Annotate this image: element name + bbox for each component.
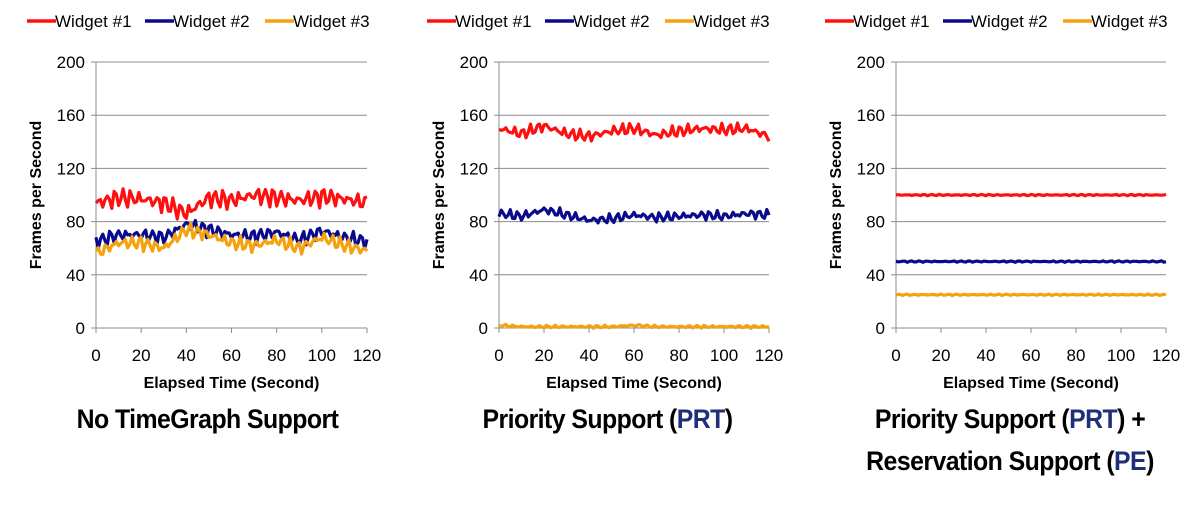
y-tick-label: 120 <box>57 159 85 178</box>
legend-label-widget-2: Widget #2 <box>573 12 650 31</box>
legend-label-widget-2: Widget #2 <box>173 12 250 31</box>
y-tick-label: 40 <box>469 266 488 285</box>
y-tick-label: 0 <box>876 319 885 338</box>
series-line-widget-2 <box>497 206 771 225</box>
y-axis-label: Frames per Second <box>828 121 845 270</box>
legend-label-widget-3: Widget #3 <box>1091 12 1168 31</box>
series-line-widget-1 <box>94 187 368 221</box>
x-tick-label: 20 <box>535 346 554 365</box>
y-axis-label: Frames per Second <box>431 121 448 270</box>
x-tick-label: 40 <box>580 346 599 365</box>
legend-label-widget-3: Widget #3 <box>693 12 770 31</box>
y-tick-label: 200 <box>857 53 885 72</box>
x-tick-label: 20 <box>132 346 151 365</box>
x-axis-label: Elapsed Time (Second) <box>943 375 1119 392</box>
x-axis-label: Elapsed Time (Second) <box>144 375 320 392</box>
x-axis-label: Elapsed Time (Second) <box>546 375 722 392</box>
y-tick-label: 0 <box>76 319 85 338</box>
series-line-widget-1 <box>498 121 771 143</box>
caption-prt-label: PRT <box>676 404 726 434</box>
y-tick-label: 200 <box>460 53 488 72</box>
x-tick-label: 20 <box>932 346 951 365</box>
y-axis-label: Frames per Second <box>28 121 45 270</box>
y-tick-label: 160 <box>857 106 885 125</box>
y-tick-label: 40 <box>866 266 885 285</box>
caption-priority-support: Priority Support (PRT) <box>482 404 733 434</box>
y-tick-label: 160 <box>460 106 488 125</box>
x-tick-label: 0 <box>91 346 100 365</box>
series-line-widget-3 <box>895 292 1167 298</box>
legend-label-widget-2: Widget #2 <box>971 12 1048 31</box>
legend-label-widget-1: Widget #1 <box>455 12 532 31</box>
series-line-widget-3 <box>94 221 369 256</box>
chart-panel-2: 0 40 80 120 160 200 0 20 40 60 80 100 120 Elapsed Tim… <box>427 12 783 392</box>
caption-pe-label: PE <box>1114 446 1147 476</box>
x-tick-label: 80 <box>670 346 689 365</box>
legend-label-widget-3: Widget #3 <box>293 12 370 31</box>
x-tick-label: 60 <box>625 346 644 365</box>
x-tick-label: 40 <box>177 346 196 365</box>
legend-label-widget-1: Widget #1 <box>55 12 132 31</box>
x-tick-label: 80 <box>267 346 286 365</box>
y-tick-label: 80 <box>66 213 85 232</box>
series-line-widget-3 <box>498 322 770 330</box>
x-tick-label: 80 <box>1067 346 1086 365</box>
y-tick-label: 40 <box>66 266 85 285</box>
x-tick-label: 120 <box>755 346 783 365</box>
y-tick-label: 200 <box>57 53 85 72</box>
x-tick-label: 100 <box>710 346 738 365</box>
legend-label-widget-1: Widget #1 <box>853 12 930 31</box>
y-tick-label: 160 <box>57 106 85 125</box>
y-tick-label: 120 <box>857 159 885 178</box>
x-tick-label: 120 <box>353 346 381 365</box>
chart-panel-3: 0 40 80 120 160 200 0 20 40 60 80 100 120 Elapsed Tim… <box>825 12 1180 392</box>
y-tick-label: 120 <box>460 159 488 178</box>
chart-panel-1: 0 40 80 120 160 200 0 20 40 60 80 100 120 Elapsed Tim… <box>27 12 381 392</box>
x-tick-label: 0 <box>494 346 503 365</box>
y-tick-label: 0 <box>479 319 488 338</box>
x-tick-label: 100 <box>308 346 336 365</box>
series-line-widget-1 <box>895 192 1167 198</box>
x-tick-label: 60 <box>1022 346 1041 365</box>
series-line-widget-2 <box>895 259 1167 264</box>
caption-prt-label: PRT <box>1069 404 1118 434</box>
x-tick-label: 100 <box>1107 346 1135 365</box>
y-tick-label: 80 <box>866 213 885 232</box>
caption-no-timegraph: No TimeGraph Support <box>76 404 339 434</box>
y-tick-label: 80 <box>469 213 488 232</box>
x-tick-label: 40 <box>977 346 996 365</box>
x-tick-label: 120 <box>1152 346 1180 365</box>
x-tick-label: 0 <box>891 346 900 365</box>
caption-priority-support-line1: Priority Support (PRT) + <box>874 404 1146 434</box>
x-tick-label: 60 <box>222 346 241 365</box>
caption-reservation-support-line2: Reservation Support (PE) <box>866 446 1154 476</box>
